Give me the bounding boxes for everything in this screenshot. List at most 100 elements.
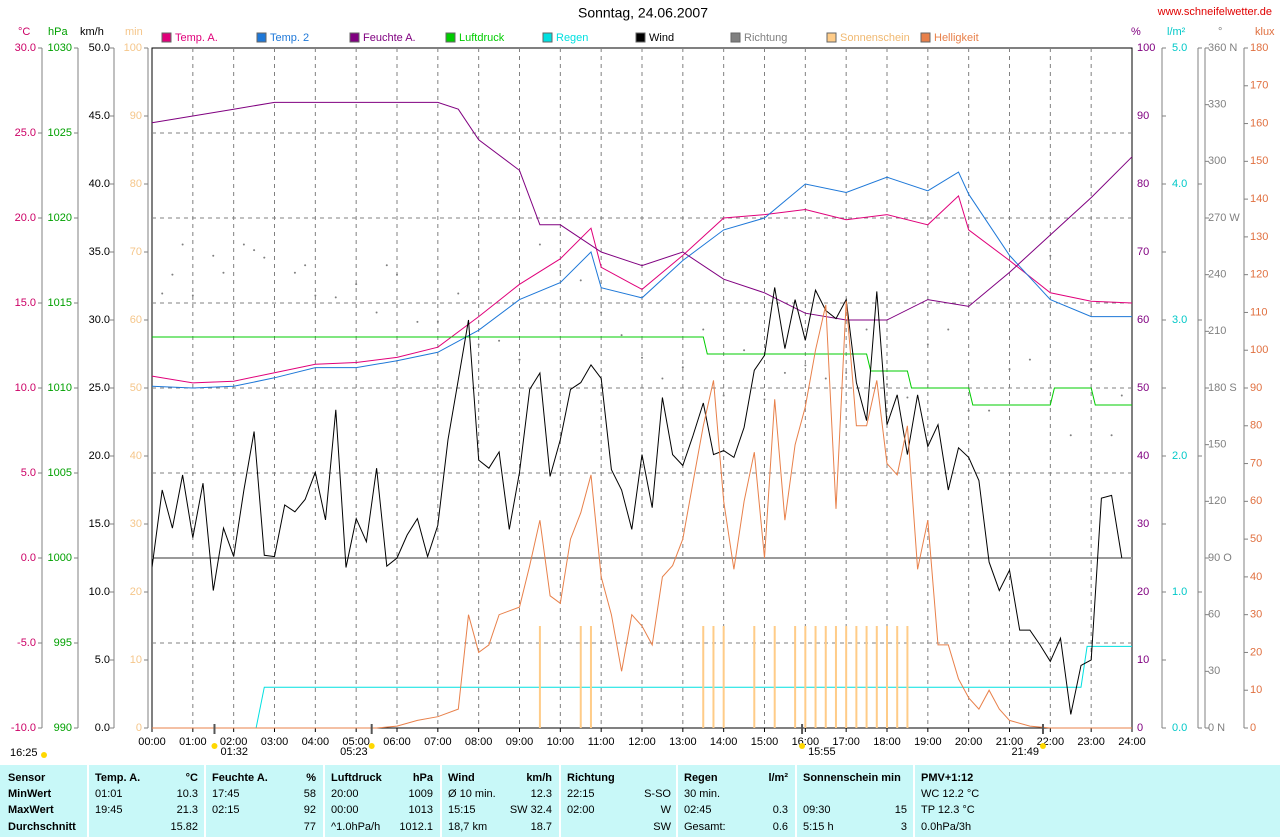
stats-cell: 02:00 bbox=[567, 804, 595, 816]
y-tick-label: 1015 bbox=[48, 297, 72, 309]
event-icon bbox=[1039, 743, 1046, 749]
x-tick-label: 23:00 bbox=[1077, 736, 1105, 748]
stats-header: Richtung bbox=[567, 772, 615, 784]
stats-cell: 1012.1 bbox=[399, 821, 433, 833]
x-tick-label: 13:00 bbox=[669, 736, 697, 748]
stats-cell: Ø 10 min. bbox=[448, 788, 496, 800]
direction-dot bbox=[804, 364, 807, 367]
direction-dot bbox=[947, 328, 950, 331]
y-tick-label: 3.0 bbox=[1172, 314, 1187, 326]
stats-cell: 15:15 bbox=[448, 804, 476, 816]
direction-dot bbox=[161, 292, 164, 295]
y-tick-label: 50 bbox=[130, 382, 142, 394]
direction-dot bbox=[253, 249, 256, 252]
y-tick-label: 0 bbox=[1137, 722, 1143, 734]
stats-header: Sensor bbox=[8, 772, 46, 784]
stats-unit: % bbox=[306, 772, 316, 784]
y-tick-label: 25.0 bbox=[15, 127, 36, 139]
y-tick-label: 90 bbox=[130, 110, 142, 122]
stats-cell: 21.3 bbox=[177, 804, 198, 816]
stats-cell: Gesamt: bbox=[684, 821, 726, 833]
direction-dot bbox=[886, 383, 888, 386]
direction-dot bbox=[579, 279, 582, 282]
stats-cell: WC 12.2 °C bbox=[921, 788, 979, 800]
y-tick-label: 80 bbox=[1250, 420, 1262, 432]
sun-icon bbox=[41, 752, 47, 758]
x-tick-label: 12:00 bbox=[628, 736, 656, 748]
y-tick-label: 240 bbox=[1208, 269, 1226, 281]
axis-unit: °C bbox=[18, 26, 30, 38]
stats-header: Temp. A. bbox=[95, 772, 140, 784]
direction-dot bbox=[702, 328, 705, 331]
y-tick-label: 25.0 bbox=[89, 382, 110, 394]
direction-dot bbox=[355, 283, 358, 286]
direction-dot bbox=[1090, 368, 1093, 371]
direction-dot bbox=[783, 371, 786, 374]
y-tick-label: 1000 bbox=[48, 552, 72, 564]
y-tick-label: 990 bbox=[54, 722, 72, 734]
x-tick-label: 07:00 bbox=[424, 736, 452, 748]
y-tick-label: 40 bbox=[130, 450, 142, 462]
x-tick-label: 02:00 bbox=[220, 736, 248, 748]
stats-cell: 12.3 bbox=[531, 788, 552, 800]
y-tick-label: 90 bbox=[1250, 382, 1262, 394]
direction-dot bbox=[1028, 358, 1031, 361]
stats-cell: 00:00 bbox=[331, 804, 359, 816]
y-tick-label: 5.0 bbox=[1172, 42, 1187, 54]
direction-dot bbox=[1069, 434, 1072, 437]
y-tick-label: 1005 bbox=[48, 467, 72, 479]
direction-dot bbox=[385, 264, 388, 267]
x-tick-label: 06:00 bbox=[383, 736, 411, 748]
y-tick-label: 0.0 bbox=[21, 552, 36, 564]
chart-title: Sonntag, 24.06.2007 bbox=[578, 5, 708, 21]
x-tick-label: 17:00 bbox=[832, 736, 860, 748]
stats-cell: 1009 bbox=[409, 788, 433, 800]
stats-cell: 5:15 h bbox=[803, 821, 834, 833]
event-icon bbox=[368, 743, 375, 749]
event-label: 01:32 bbox=[220, 746, 248, 758]
direction-dot bbox=[661, 377, 664, 380]
y-tick-label: 40 bbox=[1250, 571, 1262, 583]
direction-dot bbox=[212, 254, 215, 257]
stats-unit: km/h bbox=[526, 772, 552, 784]
stats-cell: SW 32.4 bbox=[510, 804, 552, 816]
stats-cell: 19:45 bbox=[95, 804, 123, 816]
y-tick-label: 0 bbox=[1250, 722, 1256, 734]
y-tick-label: 30 bbox=[1208, 665, 1220, 677]
y-tick-label: 40 bbox=[1137, 450, 1149, 462]
direction-dot bbox=[763, 398, 766, 401]
stats-cell: 02:45 bbox=[684, 804, 712, 816]
stats-cell: 30 min. bbox=[684, 788, 720, 800]
y-tick-label: 360 N bbox=[1208, 42, 1237, 54]
direction-dot bbox=[865, 328, 868, 331]
direction-dot bbox=[436, 320, 439, 323]
direction-dot bbox=[263, 256, 266, 259]
stats-cell: Durchschnitt bbox=[8, 821, 76, 833]
y-tick-label: 30.0 bbox=[89, 314, 110, 326]
x-tick-label: 10:00 bbox=[547, 736, 575, 748]
y-tick-label: 90 O bbox=[1208, 552, 1232, 564]
direction-dot bbox=[600, 311, 603, 314]
event-icon bbox=[799, 743, 806, 749]
stats-cell: 0.3 bbox=[773, 804, 788, 816]
legend-swatch bbox=[256, 32, 267, 43]
legend-label: Regen bbox=[556, 32, 588, 44]
y-tick-label: 70 bbox=[130, 246, 142, 258]
axis-unit: klux bbox=[1255, 26, 1275, 38]
y-tick-label: 300 bbox=[1208, 155, 1226, 167]
direction-dot bbox=[334, 296, 337, 299]
stats-unit: hPa bbox=[413, 772, 434, 784]
stats-cell: 77 bbox=[304, 821, 316, 833]
stats-header: Regen bbox=[684, 772, 718, 784]
direction-dot bbox=[304, 264, 307, 267]
legend-label: Feuchte A. bbox=[363, 32, 416, 44]
stats-cell: 1013 bbox=[409, 804, 433, 816]
y-tick-label: 20 bbox=[1137, 586, 1149, 598]
direction-dot bbox=[988, 409, 991, 412]
direction-dot bbox=[906, 396, 909, 399]
y-tick-label: 150 bbox=[1250, 155, 1268, 167]
stats-header: Wind bbox=[448, 772, 475, 784]
direction-dot bbox=[1110, 434, 1113, 437]
direction-dot bbox=[477, 343, 480, 346]
y-tick-label: 60 bbox=[1250, 495, 1262, 507]
